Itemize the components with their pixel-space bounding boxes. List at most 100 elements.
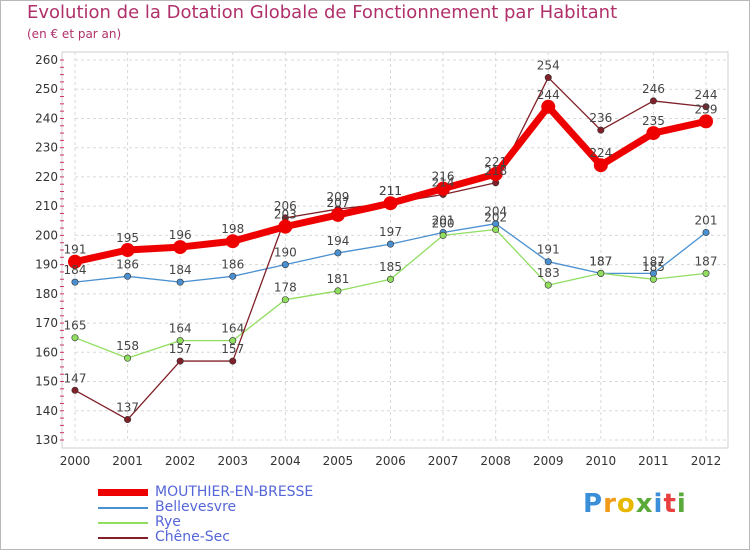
data-point: [176, 337, 184, 345]
data-point: [544, 74, 552, 82]
chart-title: Evolution de la Dotation Globale de Fonc…: [27, 2, 618, 23]
logo-letter: i: [653, 489, 664, 519]
data-label: 186: [116, 257, 139, 271]
data-label: 198: [221, 222, 244, 236]
data-label: 183: [537, 266, 560, 280]
chart-subtitle: (en € et par an): [27, 27, 122, 41]
data-label: 239: [695, 102, 718, 116]
data-point: [436, 181, 451, 196]
data-label: 185: [642, 260, 665, 274]
data-point: [702, 103, 710, 111]
y-tick-label: 200: [35, 228, 58, 242]
data-label: 164: [169, 322, 192, 336]
legend-label: Rye: [155, 514, 181, 530]
data-label: 190: [274, 246, 297, 260]
data-label: 236: [589, 111, 612, 125]
data-label: 187: [642, 254, 665, 268]
x-tick-label: 2009: [533, 454, 564, 468]
data-label: 211: [379, 184, 402, 198]
data-label: 201: [695, 213, 718, 227]
data-label: 246: [642, 82, 665, 96]
data-point: [597, 126, 605, 134]
y-tick-label: 210: [35, 199, 58, 213]
data-point: [702, 228, 710, 236]
data-point: [541, 99, 556, 114]
y-tick-label: 250: [35, 82, 58, 96]
data-point: [386, 275, 394, 283]
data-label: 178: [274, 281, 297, 295]
data-point: [593, 158, 608, 173]
data-point: [229, 272, 237, 280]
data-label: 185: [379, 260, 402, 274]
y-tick-label: 180: [35, 287, 58, 301]
data-point: [597, 269, 605, 277]
data-label: 196: [169, 228, 192, 242]
x-tick-label: 2006: [375, 454, 406, 468]
data-point: [330, 207, 345, 222]
legend-label: Bellevesvre: [155, 499, 237, 515]
data-point: [544, 281, 552, 289]
y-tick-label: 190: [35, 258, 58, 272]
x-tick-label: 2011: [638, 454, 669, 468]
data-label: 187: [695, 254, 718, 268]
data-point: [544, 258, 552, 266]
data-label: 235: [642, 114, 665, 128]
legend-label: MOUTHIER-EN-BRESSE: [155, 484, 314, 500]
data-label: 218: [484, 164, 507, 178]
y-tick-label: 230: [35, 141, 58, 155]
y-tick-label: 220: [35, 170, 58, 184]
data-point: [225, 234, 240, 249]
x-tick-label: 2004: [270, 454, 301, 468]
data-point: [646, 126, 661, 141]
data-label: 203: [274, 208, 297, 222]
logo-letter: r: [603, 489, 617, 519]
data-point: [229, 357, 237, 365]
data-label: 157: [169, 342, 192, 356]
x-tick-label: 2005: [323, 454, 354, 468]
data-label: 200: [432, 216, 455, 230]
legend-swatch: [98, 522, 148, 524]
data-point: [229, 337, 237, 345]
y-tick-label: 240: [35, 111, 58, 125]
data-label: 244: [537, 88, 560, 102]
data-point: [278, 219, 293, 234]
data-point: [649, 97, 657, 105]
data-point: [281, 296, 289, 304]
x-tick-label: 2008: [480, 454, 511, 468]
y-tick-label: 160: [35, 345, 58, 359]
data-point: [120, 243, 135, 257]
y-tick-label: 140: [35, 404, 58, 418]
x-tick-label: 2003: [217, 454, 248, 468]
data-point: [386, 240, 394, 248]
data-point: [124, 416, 132, 424]
data-label: 158: [116, 339, 139, 353]
x-tick-label: 2012: [691, 454, 722, 468]
x-tick-label: 2001: [112, 454, 143, 468]
logo-letter: x: [635, 489, 654, 519]
data-label: 186: [221, 257, 244, 271]
data-label: 184: [64, 263, 87, 277]
data-point: [68, 254, 82, 269]
data-point: [702, 269, 710, 277]
data-point: [439, 231, 447, 239]
data-label: 216: [432, 170, 455, 184]
data-label: 209: [326, 190, 349, 204]
data-label: 254: [537, 59, 560, 73]
legend-label: Chêne-Sec: [155, 529, 230, 545]
data-point: [334, 287, 342, 295]
data-label: 197: [379, 225, 402, 239]
legend-swatch: [98, 537, 148, 539]
data-point: [71, 334, 79, 342]
data-point: [71, 386, 79, 394]
proxiti-logo: Proxiti: [583, 489, 687, 519]
logo-letter: P: [583, 489, 604, 519]
logo-letter: t: [663, 489, 677, 519]
data-point: [281, 261, 289, 269]
data-point: [383, 196, 398, 211]
logo-letter: i: [676, 489, 687, 519]
y-tick-label: 170: [35, 316, 58, 330]
data-point: [334, 249, 342, 257]
data-point: [176, 278, 184, 286]
data-label: 224: [589, 146, 612, 160]
